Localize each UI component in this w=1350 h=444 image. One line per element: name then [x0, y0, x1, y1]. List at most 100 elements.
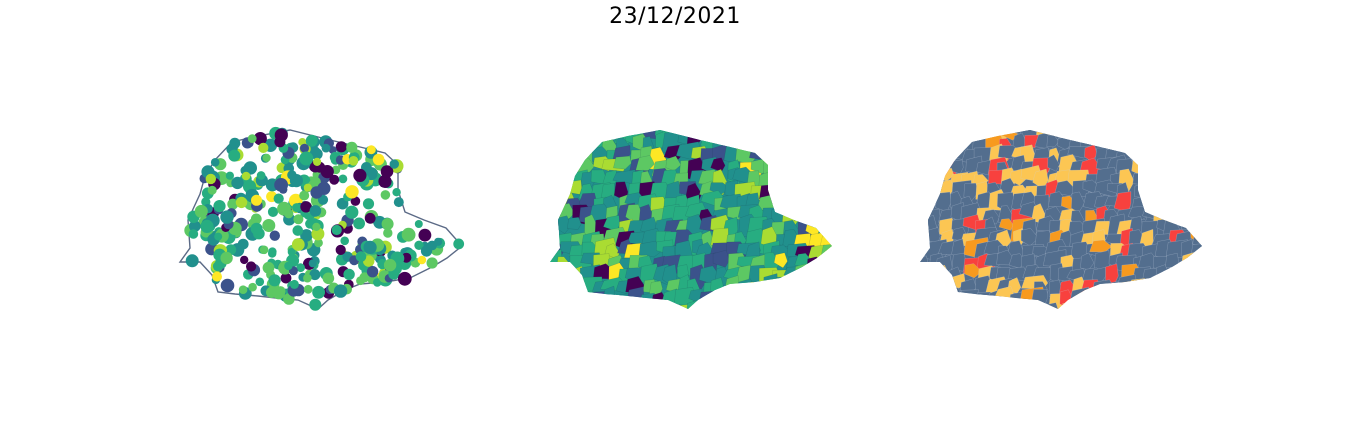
station-point: [256, 171, 266, 180]
municipality: [1166, 157, 1187, 179]
municipality: [819, 190, 832, 210]
station-point: [259, 245, 269, 255]
municipality: [1151, 130, 1171, 146]
municipality: [1122, 306, 1136, 309]
municipality: [1031, 289, 1048, 306]
municipality: [823, 148, 832, 172]
municipality: [821, 290, 832, 308]
station-point: [300, 201, 312, 213]
municipality: [618, 293, 635, 309]
municipality: [1166, 190, 1189, 207]
municipality: [773, 276, 797, 289]
municipality: [1130, 146, 1151, 163]
station-point: [241, 171, 251, 181]
station-point: [291, 238, 305, 251]
station-point: [268, 274, 281, 287]
municipality: [1191, 130, 1202, 138]
municipality: [1144, 169, 1164, 186]
municipality: [1204, 169, 1210, 189]
station-point: [250, 213, 262, 225]
municipality: [1113, 191, 1132, 213]
municipality: [927, 277, 952, 302]
municipality: [557, 278, 580, 300]
station-point: [240, 255, 249, 265]
municipality: [920, 180, 932, 203]
municipality: [601, 130, 620, 138]
municipality: [567, 279, 585, 302]
municipality: [1118, 130, 1133, 143]
municipality: [830, 218, 832, 245]
municipality: [1197, 196, 1202, 211]
municipality: [835, 209, 840, 226]
municipality: [613, 155, 632, 170]
municipality: [792, 130, 809, 147]
municipality: [1174, 133, 1195, 156]
municipality: [1164, 130, 1179, 148]
municipality: [935, 191, 952, 212]
station-point: [207, 185, 217, 195]
municipality: [810, 267, 827, 285]
station-point: [267, 206, 279, 217]
station-point: [289, 279, 299, 289]
station-point: [329, 174, 340, 185]
station-point: [284, 261, 293, 271]
municipality: [920, 203, 928, 223]
municipality: [550, 299, 563, 309]
municipality: [1181, 215, 1194, 230]
municipality: [1007, 303, 1032, 309]
municipality: [1095, 130, 1112, 143]
municipality: [927, 304, 944, 309]
municipality: [1071, 191, 1085, 213]
station-point: [312, 222, 321, 231]
municipality: [998, 302, 1015, 309]
municipality: [783, 135, 799, 151]
station-point: [203, 222, 213, 232]
municipality: [554, 148, 575, 166]
municipality: [1201, 182, 1202, 203]
station-point: [227, 198, 239, 210]
municipality: [920, 264, 931, 283]
municipality: [831, 266, 832, 285]
municipality: [1165, 252, 1179, 268]
station-point: [353, 217, 365, 230]
station-point: [296, 263, 305, 273]
municipality: [725, 130, 749, 148]
municipality: [1201, 135, 1202, 159]
municipality: [920, 229, 927, 243]
station-point: [321, 143, 331, 153]
municipality: [787, 172, 804, 190]
municipality: [1032, 168, 1049, 190]
municipality: [568, 144, 586, 165]
municipality: [552, 304, 577, 309]
station-point: [299, 151, 314, 166]
municipality: [768, 146, 793, 166]
municipality: [1203, 266, 1210, 283]
municipality: [770, 288, 792, 303]
municipality: [816, 130, 832, 139]
municipality: [1203, 243, 1210, 257]
municipality: [1091, 267, 1106, 284]
municipality: [1104, 292, 1125, 309]
municipality: [1177, 150, 1197, 165]
municipality: [627, 301, 645, 309]
municipality: [1130, 302, 1152, 309]
station-point: [303, 273, 312, 283]
station-point: [269, 230, 280, 241]
station-point: [300, 143, 309, 153]
municipality: [772, 303, 790, 309]
figure-title: 23/12/2021: [609, 4, 741, 29]
municipality: [1106, 130, 1124, 141]
municipality: [616, 304, 640, 309]
municipality: [1165, 302, 1182, 309]
municipality: [1084, 289, 1101, 309]
station-point: [287, 248, 296, 256]
municipality: [750, 303, 772, 309]
station-point: [366, 266, 379, 278]
municipality: [1177, 194, 1197, 214]
municipality: [928, 154, 948, 176]
station-point: [378, 174, 392, 188]
municipality: [1130, 130, 1148, 148]
municipality: [831, 290, 832, 306]
municipality: [806, 153, 822, 170]
municipality: [767, 130, 793, 149]
